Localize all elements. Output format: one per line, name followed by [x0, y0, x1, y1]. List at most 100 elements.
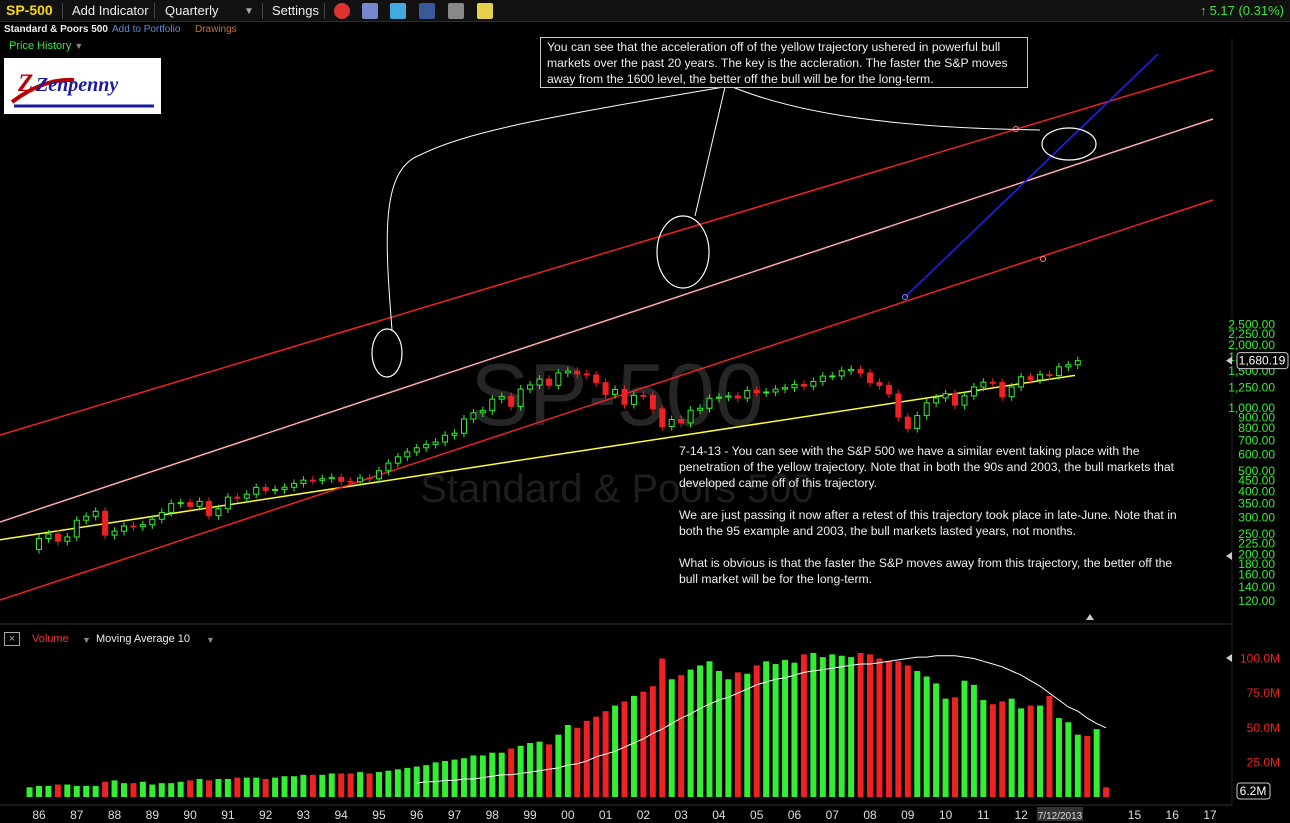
candle-body: [725, 395, 732, 398]
candle-body: [706, 397, 713, 409]
candle-body: [583, 373, 590, 376]
volume-bar: [253, 777, 260, 797]
candle-body: [168, 503, 175, 513]
volume-bar: [479, 755, 486, 797]
chevron-down-icon[interactable]: ▼: [206, 635, 215, 645]
red-upper-channel-line: [0, 69, 1214, 436]
volume-bar: [914, 670, 921, 797]
volume-bar: [867, 654, 874, 797]
toolbar-separator: [62, 3, 63, 19]
volume-bar: [1065, 722, 1072, 797]
interval-select[interactable]: Quarterly: [165, 3, 219, 18]
zenpenny-logo: Z Zenpenny: [4, 58, 161, 114]
note-icon[interactable]: [477, 3, 493, 19]
toolbar: SP-500 Add Indicator Quarterly ▼ Setting…: [0, 0, 1290, 22]
drawings-link[interactable]: Drawings: [195, 24, 237, 35]
candle-body: [234, 496, 241, 499]
blue-trend-line: [904, 53, 1159, 298]
time-tick-label: 99: [523, 808, 537, 822]
time-tick-label: 87: [70, 808, 84, 822]
candle-body: [829, 375, 836, 378]
volume-bar: [640, 691, 647, 797]
candle-body: [800, 383, 807, 387]
price-tick-label: 500.00: [1238, 464, 1275, 478]
candle-body: [272, 488, 279, 491]
price-history-menu[interactable]: Price History ▼: [9, 40, 83, 52]
symbol-label[interactable]: SP-500: [6, 2, 53, 18]
price-tick-label: 1,250.00: [1228, 381, 1275, 395]
volume-bar: [168, 783, 175, 797]
volume-bar: [1018, 708, 1025, 797]
twitter-icon[interactable]: [390, 3, 406, 19]
price-tick-label: 450.00: [1238, 474, 1275, 488]
candle-body: [574, 370, 581, 375]
chevron-down-icon[interactable]: ▼: [244, 6, 254, 17]
candle-body: [328, 476, 335, 480]
add-indicator-button[interactable]: Add Indicator: [72, 3, 149, 18]
time-tick-label: 03: [674, 808, 688, 822]
time-tick-label: 96: [410, 808, 424, 822]
volume-bar: [338, 773, 345, 797]
volume-bar: [1037, 705, 1044, 797]
time-axis: 86 87 88 89 90 91 92 93 94 95 96 97 98 99 00 01 02 03 04 05…: [0, 804, 1232, 822]
candle-body: [319, 478, 326, 481]
time-tick-label: 97: [448, 808, 462, 822]
volume-bar: [952, 697, 959, 797]
volume-bar: [92, 785, 99, 797]
chevron-down-icon: ▼: [74, 41, 84, 51]
time-tick-label: 94: [335, 808, 349, 822]
candle-body: [564, 370, 571, 374]
volume-bar: [328, 773, 335, 797]
layout-icon[interactable]: [362, 3, 378, 19]
volume-bar: [54, 784, 61, 797]
volume-bar: [460, 758, 467, 797]
candle-body: [139, 524, 146, 528]
volume-bar: [678, 675, 685, 797]
price-tick-label: 300.00: [1238, 510, 1275, 524]
volume-bar: [630, 695, 637, 797]
candle-body: [1046, 374, 1053, 377]
chevron-down-icon[interactable]: ▼: [82, 635, 91, 645]
facebook-icon[interactable]: [419, 3, 435, 19]
camera-icon[interactable]: [448, 3, 464, 19]
time-tick-label: 11: [977, 808, 990, 822]
axis-marker-icon: [1226, 654, 1232, 662]
candle-body: [536, 378, 543, 386]
volume-bar: [432, 762, 439, 797]
candle-body: [952, 393, 959, 406]
volume-bar: [687, 669, 694, 797]
volume-bar: [1055, 718, 1062, 797]
price-tick-label: 250.00: [1238, 527, 1275, 541]
candle-body: [734, 395, 741, 399]
volume-bar: [385, 770, 392, 797]
candle-body: [300, 479, 307, 484]
candle-body: [1018, 376, 1025, 388]
volume-bar: [413, 766, 420, 797]
volume-bar: [725, 679, 732, 797]
volume-bar: [262, 778, 269, 797]
candle-body: [961, 395, 968, 406]
add-to-portfolio-link[interactable]: Add to Portfolio: [112, 24, 181, 35]
settings-button[interactable]: Settings: [272, 3, 319, 18]
price-tick-label: 700.00: [1238, 433, 1275, 447]
anchor-point: [1040, 256, 1046, 262]
candle-body: [149, 518, 156, 526]
volume-bar: [904, 665, 911, 797]
volume-bar: [810, 652, 817, 797]
volume-bar: [111, 780, 118, 797]
alert-clock-icon[interactable]: [334, 3, 350, 19]
candle-body: [92, 510, 99, 517]
anchor-point: [1013, 126, 1019, 132]
candle-body: [545, 378, 552, 386]
candle-body: [819, 375, 826, 383]
volume-bar: [130, 783, 137, 797]
close-icon[interactable]: ×: [4, 632, 20, 646]
candle-body: [375, 470, 382, 480]
volume-bar: [394, 769, 401, 797]
candle-body: [498, 396, 505, 400]
time-tick-label: 15: [1128, 808, 1142, 822]
volume-bar: [139, 781, 146, 797]
volume-bar: [309, 774, 316, 797]
candle-body: [253, 486, 260, 495]
volume-bar: [281, 776, 288, 797]
